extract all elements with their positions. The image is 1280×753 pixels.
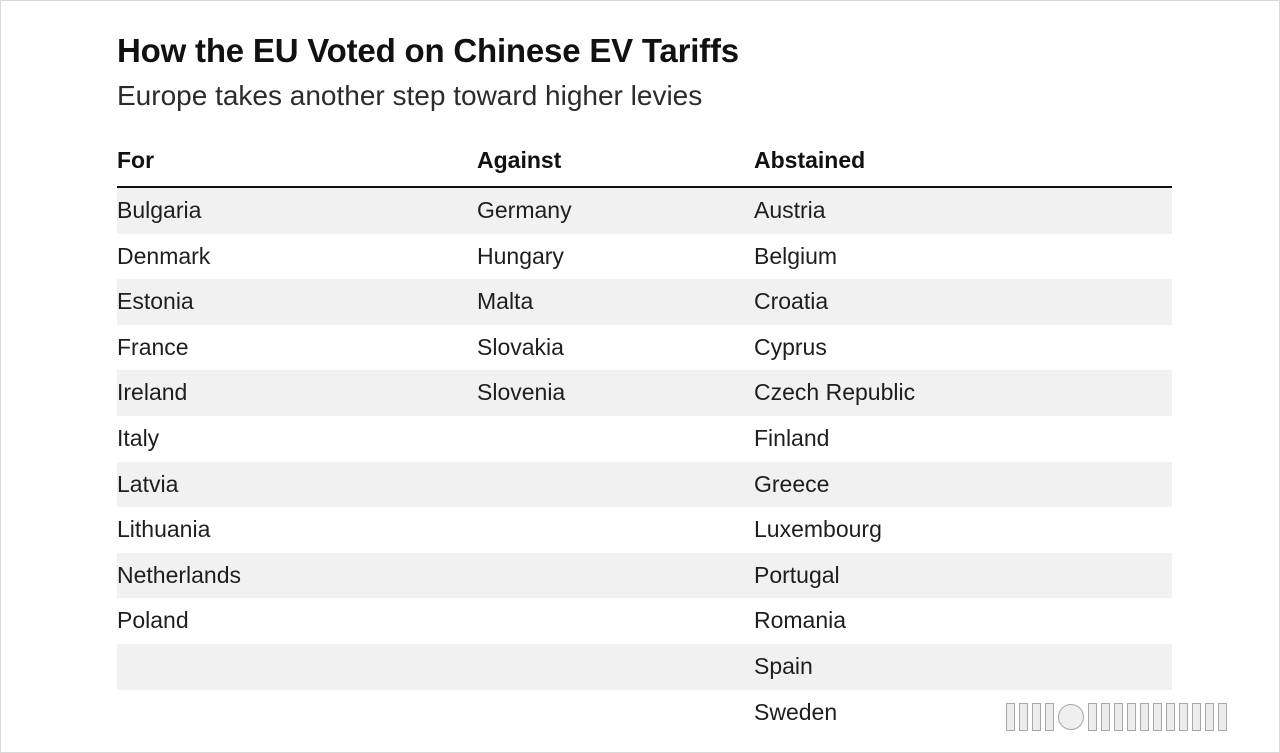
cell-abstained: Finland (754, 424, 830, 451)
table-row: Poland Romania (117, 598, 1172, 644)
cell-abstained: Belgium (754, 242, 838, 269)
cell-for: Estonia (117, 288, 194, 315)
table-row: Ireland Slovenia Czech Republic (117, 370, 1172, 416)
cell-abstained: Portugal (754, 561, 840, 588)
table-row: Spain (117, 643, 1172, 690)
cell-abstained: Czech Republic (754, 379, 916, 406)
cell-for: Bulgaria (117, 197, 202, 223)
cell-for: France (117, 333, 189, 360)
table-body: Bulgaria Germany Austria Denmark Hungary Belg… (117, 188, 1172, 735)
cell-for: Poland (117, 607, 189, 634)
watermark-logo (1006, 701, 1258, 733)
table-row: Netherlands Portugal (117, 552, 1172, 599)
column-header-against: Against (477, 147, 562, 173)
cell-for: Netherlands (117, 561, 242, 588)
table-row: Latvia Greece (117, 461, 1172, 508)
table-row: Lithuania Luxembourg (117, 507, 1172, 553)
column-header-abstained: Abstained (754, 147, 866, 173)
cell-abstained: Austria (754, 197, 826, 223)
column-header-for: For (117, 147, 155, 173)
table-row: Bulgaria Germany Austria (117, 188, 1172, 234)
cell-abstained: Cyprus (754, 333, 827, 360)
cell-against: Malta (477, 288, 534, 315)
cell-abstained: Greece (754, 470, 830, 497)
cell-for: Denmark (117, 242, 211, 269)
table-row: Sweden (117, 690, 1172, 736)
cell-abstained: Luxembourg (754, 516, 882, 543)
table-row: Estonia Malta Croatia (117, 279, 1172, 325)
cell-for: Italy (117, 424, 160, 451)
table-row: France Slovakia Cyprus (117, 325, 1172, 371)
cell-for: Lithuania (117, 516, 211, 543)
cell-against: Slovenia (477, 379, 566, 406)
chart-title: How the EU Voted on Chinese EV Tariffs (117, 32, 739, 69)
cell-against: Slovakia (477, 333, 564, 360)
table-row: Denmark Hungary Belgium (117, 234, 1172, 280)
table-row: Italy Finland (117, 416, 1172, 462)
cell-against: Germany (477, 197, 572, 223)
cell-against: Hungary (477, 242, 564, 269)
cell-abstained: Spain (754, 652, 813, 679)
cell-abstained: Romania (754, 607, 847, 634)
vote-table: For Against Abstained Bulgaria Germany Aus… (117, 138, 1172, 735)
cell-for: Latvia (117, 470, 179, 497)
cell-for: Ireland (117, 379, 188, 406)
cell-abstained: Croatia (754, 288, 829, 315)
cell-abstained: Sweden (754, 698, 838, 725)
chart-subtitle: Europe takes another step toward higher … (117, 80, 703, 111)
table-header: For Against Abstained (117, 138, 1172, 188)
